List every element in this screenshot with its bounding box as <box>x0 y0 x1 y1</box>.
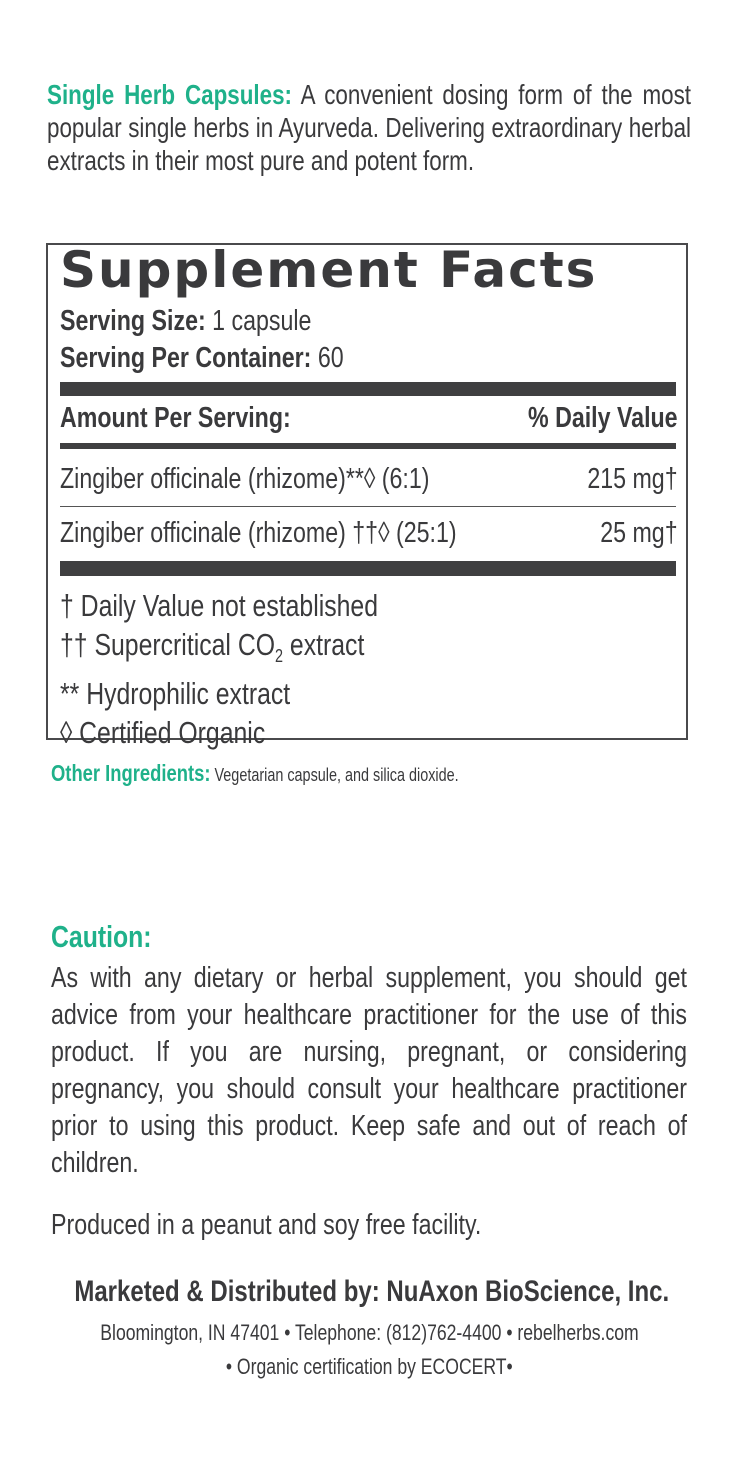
other-ingredients-text: Vegetarian capsule, and silica dioxide. <box>210 765 459 785</box>
thick-divider <box>60 382 676 396</box>
allergen-statement: Produced in a peanut and soy free facili… <box>51 1209 482 1241</box>
intro-label: Single Herb Capsules: <box>47 79 293 110</box>
ingredient-amount: 215 mg† <box>587 463 678 495</box>
serving-size-label: Serving Size: <box>60 305 206 337</box>
dv-header: % Daily Value <box>528 402 678 434</box>
supplement-facts-panel: Supplement Facts Serving Size: 1 capsule… <box>46 241 688 750</box>
ingredient-row: Zingiber officinale (rhizome)**◊ (6:1) 21… <box>60 463 678 496</box>
serving-size: Serving Size: 1 capsule <box>60 305 678 338</box>
medium-divider <box>60 443 676 449</box>
intro-paragraph: Single Herb Capsules: A convenient dosin… <box>47 78 691 177</box>
amount-header: Amount Per Serving: <box>60 402 291 434</box>
footnote-text: extract <box>283 626 365 662</box>
servings-per-container: Serving Per Container: 60 <box>60 342 678 375</box>
certification-line: • Organic certification by ECOCERT• <box>0 1354 739 1380</box>
caution-text: As with any dietary or herbal supplement… <box>51 962 687 1179</box>
distributor-text: Marketed & Distributed by: NuAxon BioSci… <box>74 1275 670 1308</box>
footnote: ◊ Certified Organic <box>60 714 266 750</box>
footnotes: † Daily Value not established †† Supercr… <box>60 587 378 752</box>
intro-text: A convenient dosing form of the most pop… <box>47 79 692 176</box>
certification-text: • Organic certification by ECOCERT• <box>226 1354 513 1379</box>
subscript: 2 <box>275 645 284 666</box>
thick-divider <box>60 561 676 576</box>
ingredient-amount: 25 mg† <box>600 517 678 549</box>
servings-label: Serving Per Container: <box>60 342 312 374</box>
caution-heading: Caution: <box>51 919 152 954</box>
servings-value: 60 <box>311 342 344 374</box>
footnote: † Daily Value not established <box>60 588 379 623</box>
address-text: Bloomington, IN 47401 • Telephone: (812)… <box>100 1320 639 1345</box>
ingredient-row: Zingiber officinale (rhizome) ††◊ (25:1)… <box>60 517 678 550</box>
address-line: Bloomington, IN 47401 • Telephone: (812)… <box>0 1320 739 1346</box>
facts-title: Supplement Facts <box>60 241 598 299</box>
other-ingredients-label: Other Ingredients: <box>51 760 211 786</box>
amount-header-row: Amount Per Serving: % Daily Value <box>60 402 678 435</box>
ingredient-name: Zingiber officinale (rhizome) ††◊ (25:1) <box>60 517 457 549</box>
serving-size-value: 1 capsule <box>205 305 312 337</box>
footnote-text: †† Supercritical CO <box>60 626 276 662</box>
footnote: †† Supercritical CO2 extract <box>60 626 378 676</box>
ingredient-name: Zingiber officinale (rhizome)**◊ (6:1) <box>60 463 430 495</box>
distributor-line: Marketed & Distributed by: NuAxon BioSci… <box>0 1275 739 1309</box>
row-divider <box>60 506 676 507</box>
footnote: ** Hydrophilic extract <box>60 676 291 712</box>
other-ingredients: Other Ingredients: Vegetarian capsule, a… <box>51 760 459 787</box>
